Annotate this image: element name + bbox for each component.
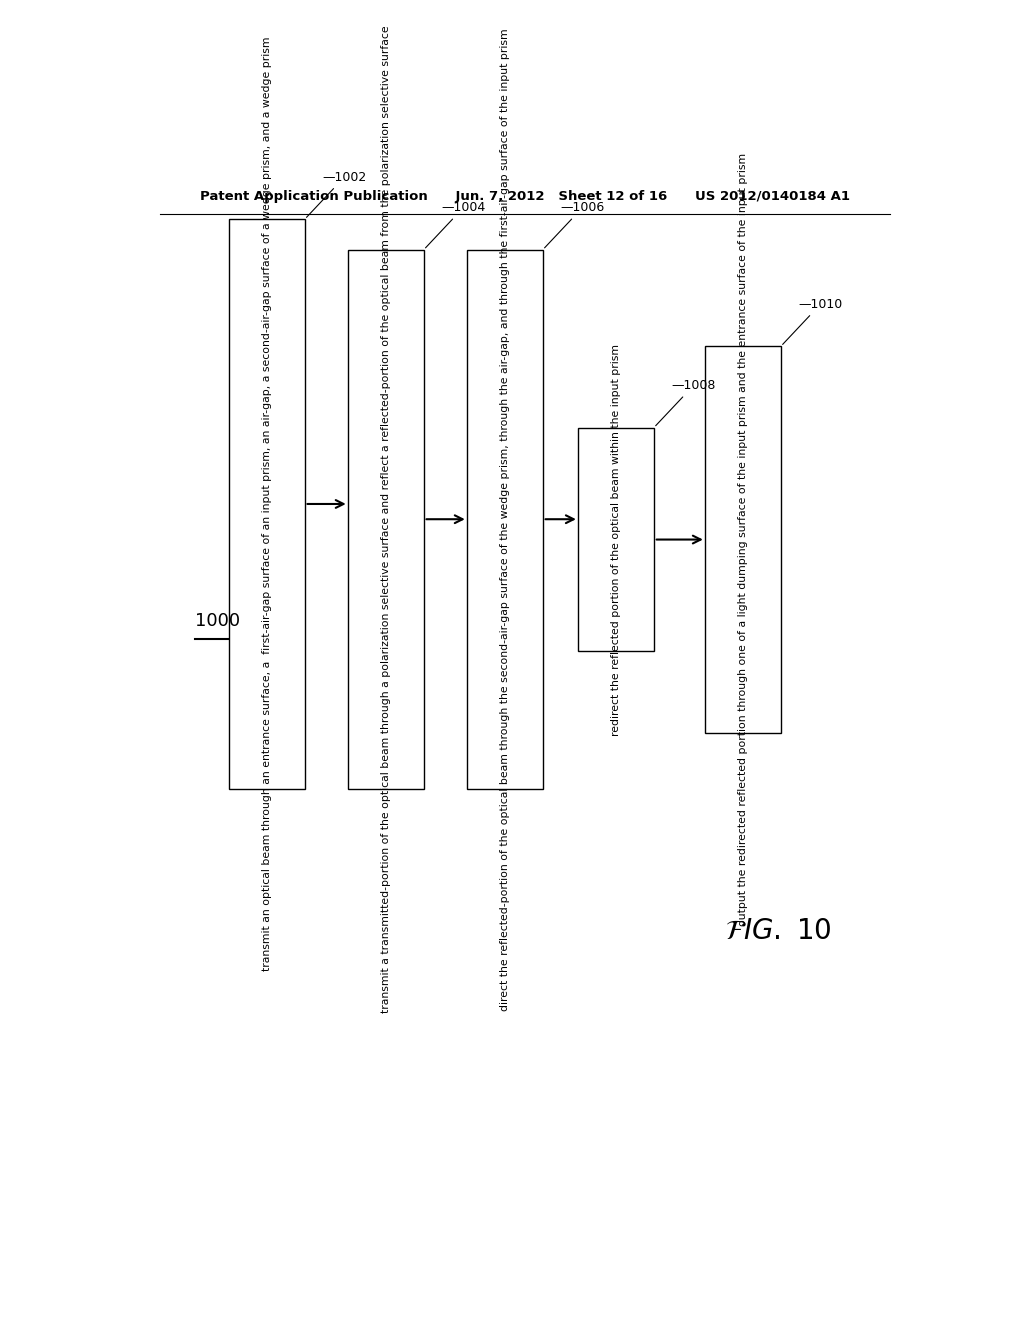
Text: output the redirected reflected portion through one of a light dumping surface o: output the redirected reflected portion … [738,153,749,927]
Bar [706,346,780,733]
Text: direct the reflected-portion of the optical beam through the second-air-gap surf: direct the reflected-portion of the opti… [500,28,510,1011]
Text: —1004: —1004 [426,202,485,248]
Text: —1010: —1010 [782,298,843,345]
Text: transmit a transmitted-portion of the optical beam through a polarization select: transmit a transmitted-portion of the op… [381,25,391,1012]
Text: $\mathcal{F}$$\mathit{IG.\ 10}$: $\mathcal{F}$$\mathit{IG.\ 10}$ [725,917,833,945]
Bar [348,249,424,788]
Text: —1002: —1002 [306,170,367,218]
Text: transmit an optical beam through an entrance surface, a  first-air-gap surface o: transmit an optical beam through an entr… [262,37,272,972]
Bar [579,428,653,651]
Bar [467,249,543,788]
Text: —1008: —1008 [655,379,716,426]
Text: 1000: 1000 [196,612,241,630]
Text: Patent Application Publication      Jun. 7, 2012   Sheet 12 of 16      US 2012/0: Patent Application Publication Jun. 7, 2… [200,190,850,202]
Text: —1006: —1006 [545,202,604,248]
Text: redirect the reflected portion of the optical beam within the input prism: redirect the reflected portion of the op… [611,343,622,735]
Bar [229,219,304,788]
